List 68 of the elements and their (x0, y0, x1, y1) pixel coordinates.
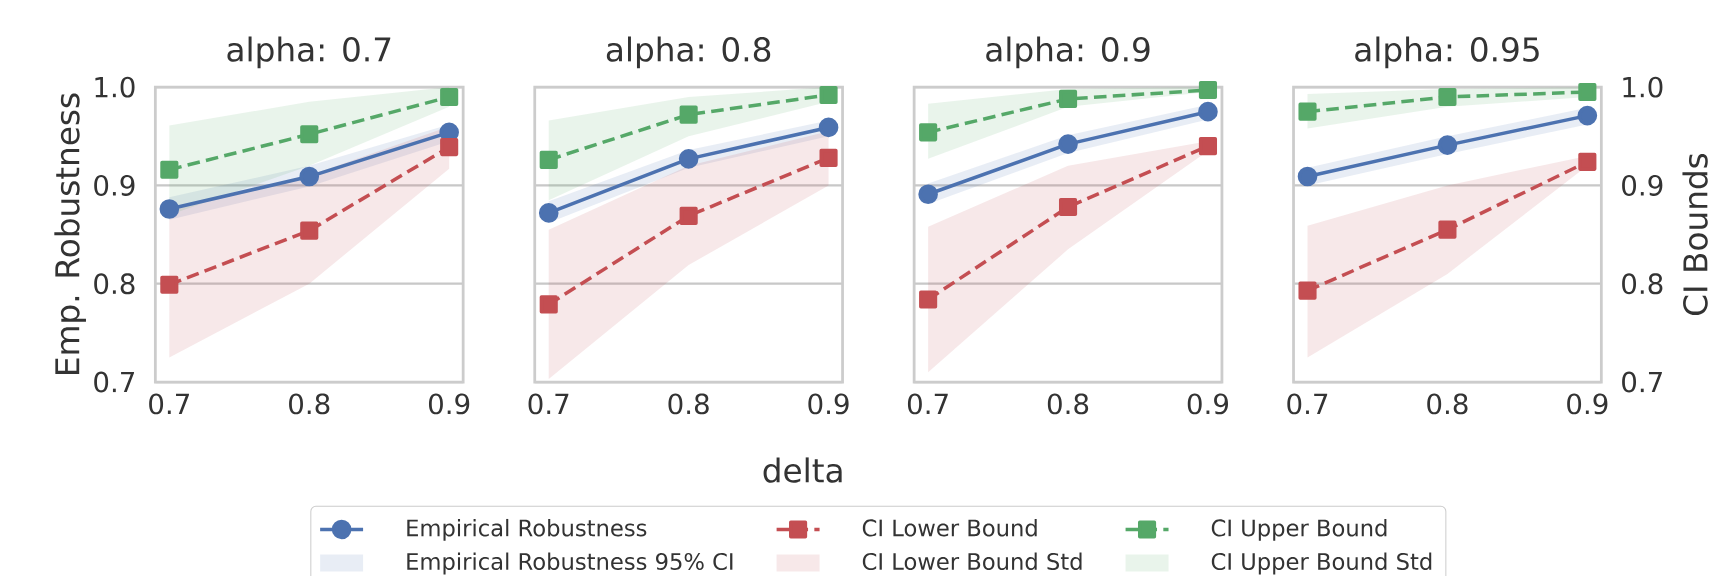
y-tick-label: 1.0 (95, 76, 135, 98)
legend-label: Empirical Robustness (407, 518, 647, 541)
point (300, 221, 319, 240)
point (1438, 87, 1457, 106)
point (918, 184, 938, 205)
chart-title: alpha: 0.95 (1355, 36, 1539, 69)
point (1437, 135, 1458, 155)
x-tick-label: 0.7 (907, 393, 948, 415)
point (1198, 80, 1218, 100)
point (919, 290, 938, 309)
point (1298, 281, 1317, 300)
y-tick-label: 0.8 (94, 273, 135, 295)
x-tick-label: 0.9 (1187, 393, 1229, 415)
y2-tick-label: 1.0 (1623, 76, 1663, 98)
point (1577, 105, 1598, 126)
point (440, 138, 459, 157)
point (1578, 152, 1597, 171)
point (679, 206, 698, 225)
point (440, 87, 459, 106)
point (819, 148, 838, 167)
point (539, 150, 558, 169)
point (818, 117, 839, 138)
x-tick-label: 0.7 (528, 393, 569, 415)
x-tick-label: 0.9 (428, 393, 470, 415)
point (1198, 101, 1218, 122)
chart-title: alpha: 0.8 (606, 36, 771, 69)
x-tick-label: 0.8 (1427, 393, 1468, 415)
x-tick-label: 0.8 (289, 393, 330, 415)
x-tick-label: 0.9 (1567, 393, 1608, 415)
x-tick-label: 0.7 (149, 393, 189, 415)
legend-label: CI Lower Bound (862, 518, 1037, 537)
point (159, 199, 180, 219)
point (1058, 197, 1078, 217)
point (1578, 82, 1597, 102)
x-tick-label: 0.8 (668, 393, 709, 415)
text: Empirical Robustness 95% CI (407, 552, 733, 575)
y-tick-label: 0.7 (94, 371, 135, 393)
chart-title: alpha: 0.9 (986, 36, 1150, 69)
y2-tick-label: 0.7 (1622, 371, 1662, 393)
x-tick-label: 0.8 (1047, 393, 1089, 415)
point (1058, 134, 1078, 154)
point (1297, 166, 1318, 187)
x-axis-title: delta (763, 457, 842, 483)
x-tick-label: 0.9 (808, 393, 849, 415)
y2-axis-title: CI Bounds (1682, 153, 1708, 315)
point (679, 105, 698, 124)
point (299, 166, 320, 187)
y-axis-title: Emp. Robustness (54, 93, 86, 374)
y-tick-label: 0.9 (94, 174, 135, 196)
point (160, 275, 179, 294)
point (678, 149, 699, 169)
point (1438, 220, 1457, 239)
point (919, 123, 938, 142)
chart-title: alpha: 0.7 (227, 36, 391, 69)
point (1298, 102, 1317, 121)
point (1198, 137, 1218, 156)
x-tick-label: 0.7 (1287, 393, 1328, 415)
point (300, 125, 319, 144)
point (1058, 89, 1078, 108)
y2-tick-label: 0.9 (1622, 174, 1663, 196)
point (538, 203, 559, 223)
point (539, 295, 558, 314)
y2-tick-label: 0.8 (1622, 273, 1663, 295)
text: CI Upper Bound Std (1211, 552, 1432, 575)
text: CI Lower Bound Std (862, 552, 1082, 571)
point (160, 160, 179, 179)
point (819, 85, 838, 105)
legend-label: CI Upper Bound (1211, 518, 1387, 541)
